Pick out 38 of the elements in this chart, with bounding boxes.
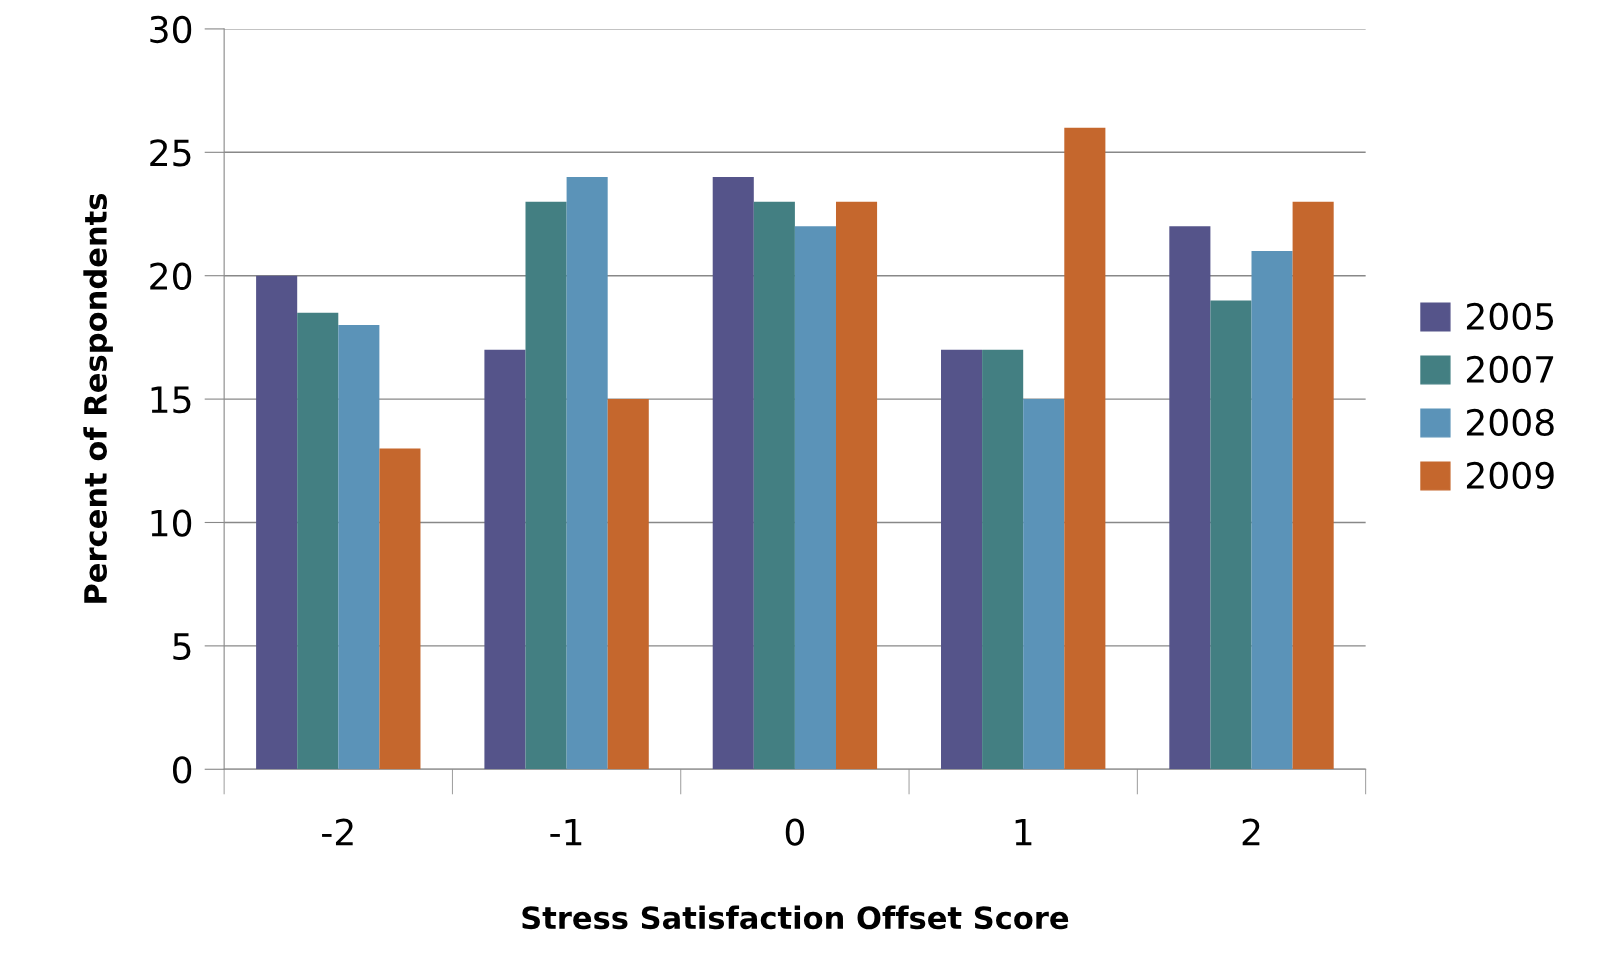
bar xyxy=(1251,251,1293,770)
bar xyxy=(256,275,298,770)
y-tick-label: 25 xyxy=(150,139,191,167)
bar xyxy=(835,201,878,770)
bar xyxy=(484,349,526,770)
legend-label: 2007 xyxy=(1466,355,1554,384)
bar xyxy=(338,325,380,770)
x-tick-label: 0 xyxy=(785,818,804,846)
bar xyxy=(941,349,983,770)
x-tick-label: 2 xyxy=(1242,818,1260,846)
y-tick-label: 30 xyxy=(150,15,192,44)
bar xyxy=(1169,226,1211,770)
legend-label: 2005 xyxy=(1466,302,1554,331)
bar xyxy=(982,349,1024,770)
bar xyxy=(1023,399,1065,770)
bar xyxy=(794,226,836,770)
x-tick-label: 1 xyxy=(1015,818,1032,846)
legend-label: 2009 xyxy=(1466,461,1554,490)
bar xyxy=(1292,201,1334,770)
bar xyxy=(379,448,421,770)
y-tick-label: 15 xyxy=(151,386,191,414)
y-tick-label: 0 xyxy=(172,756,192,784)
x-tick-label: -2 xyxy=(322,818,353,846)
bar xyxy=(297,312,339,770)
y-tick-label: 10 xyxy=(151,509,192,537)
x-axis-title: Stress Satisfaction Offset Score xyxy=(522,905,1069,930)
y-tick-label: 20 xyxy=(150,262,192,290)
bar xyxy=(525,201,567,770)
x-tick-label: -1 xyxy=(550,818,582,846)
legend-label: 2008 xyxy=(1466,408,1554,437)
bar xyxy=(607,399,649,770)
bar xyxy=(1064,127,1106,770)
bar xyxy=(566,176,608,770)
y-tick-label: 5 xyxy=(173,633,191,661)
bar xyxy=(753,201,795,770)
y-axis-title: Percent of Respondents xyxy=(83,193,113,603)
bar xyxy=(712,176,754,770)
bar xyxy=(1210,300,1252,770)
